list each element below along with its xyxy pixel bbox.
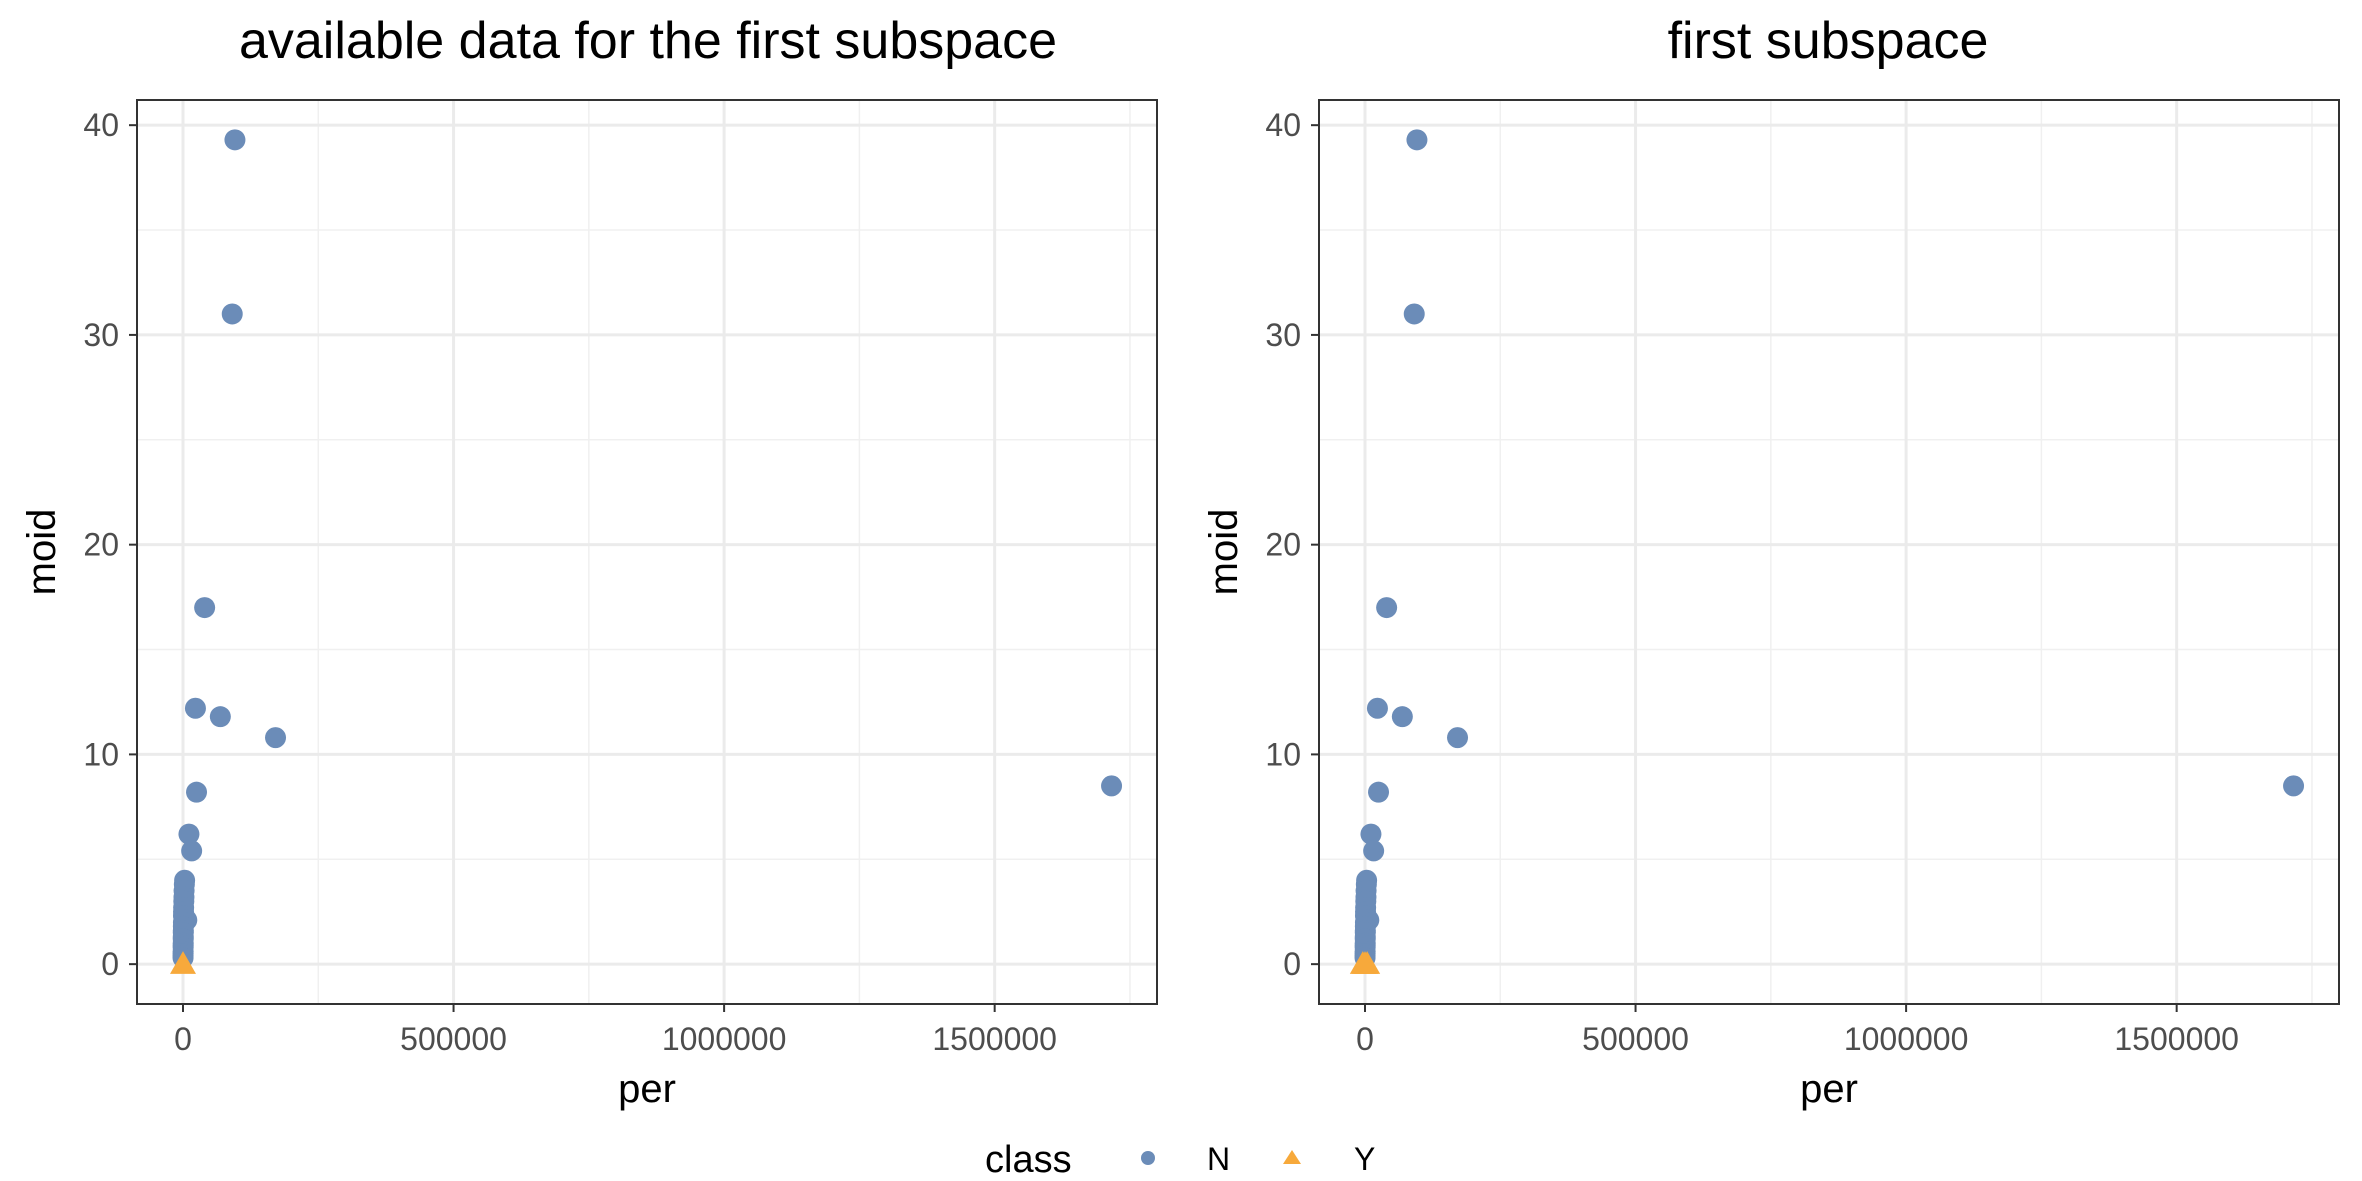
data-point-n <box>184 697 206 719</box>
data-point-n <box>178 823 200 845</box>
plot-border <box>136 99 1158 1005</box>
data-point-n <box>224 129 246 151</box>
data-point-n <box>194 597 216 619</box>
data-point-n <box>1406 129 1428 151</box>
y-tick-label: 0 <box>1283 946 1301 982</box>
panel-title: first subspace <box>1668 12 1989 70</box>
panel-title: available data for the first subspace <box>239 12 1057 70</box>
data-point-n <box>1366 697 1388 719</box>
x-axis-title: per <box>618 1067 676 1111</box>
y-tick-label: 40 <box>1265 107 1301 143</box>
legend-title: class <box>985 1139 1072 1181</box>
data-point-n <box>265 727 287 749</box>
x-axis-title: per <box>1800 1067 1858 1111</box>
data-point-n <box>1360 823 1382 845</box>
data-point-n <box>186 781 208 803</box>
y-tick-label: 0 <box>101 946 119 982</box>
y-tick-label: 30 <box>1265 317 1301 353</box>
legend-label-n: N <box>1207 1141 1230 1177</box>
y-tick-label: 20 <box>1265 527 1301 563</box>
data-point-n <box>1391 706 1413 728</box>
x-tick-label: 1500000 <box>2114 1021 2239 1057</box>
data-point-n <box>1101 775 1123 797</box>
gridlines <box>137 100 1157 1004</box>
axis-ticks: 0 500000 1000000 1500000 0 10 20 30 40 <box>1265 107 2239 1057</box>
legend-label-y: Y <box>1354 1141 1375 1177</box>
y-tick-label: 10 <box>1265 736 1301 772</box>
gridlines <box>1319 100 2339 1004</box>
legend: class N Y <box>985 1139 1375 1181</box>
panel-first-subspace: first subspace 0 500000 1000000 1500000 0 10 2… <box>1202 12 2340 1111</box>
plot-border <box>1318 99 2340 1005</box>
data-point-y <box>1354 951 1381 974</box>
data-point-y <box>169 951 196 974</box>
y-tick-label: 20 <box>83 527 119 563</box>
x-tick-label: 1000000 <box>1844 1021 1969 1057</box>
x-tick-label: 500000 <box>400 1021 507 1057</box>
x-tick-label: 1500000 <box>932 1021 1057 1057</box>
y-tick-label: 10 <box>83 736 119 772</box>
x-tick-label: 0 <box>174 1021 192 1057</box>
data-point-n <box>2283 775 2305 797</box>
data-point-n <box>1376 597 1398 619</box>
data-point-n <box>1403 303 1425 325</box>
y-axis-title: moid <box>1202 509 1246 596</box>
plot-area <box>1319 100 2339 1004</box>
y-tick-label: 30 <box>83 317 119 353</box>
data-point-n <box>209 706 231 728</box>
data-point-n <box>1363 840 1385 862</box>
x-tick-label: 1000000 <box>662 1021 787 1057</box>
x-tick-label: 0 <box>1356 1021 1374 1057</box>
data-points <box>169 129 1123 974</box>
x-tick-label: 500000 <box>1582 1021 1689 1057</box>
data-point-n <box>1368 781 1390 803</box>
data-point-n <box>181 840 203 862</box>
y-axis-title: moid <box>20 509 64 596</box>
legend-key-y-triangle-icon <box>1283 1150 1301 1164</box>
axis-ticks: 0 500000 1000000 1500000 0 10 20 30 40 <box>83 107 1057 1057</box>
panel-available-data: available data for the first subspace 0 5… <box>20 12 1158 1111</box>
data-points <box>1349 129 2305 974</box>
legend-key-n-circle-icon <box>1141 1151 1155 1165</box>
data-point-n <box>1447 727 1469 749</box>
plot-area <box>137 100 1157 1004</box>
y-tick-label: 40 <box>83 107 119 143</box>
data-point-n <box>221 303 243 325</box>
